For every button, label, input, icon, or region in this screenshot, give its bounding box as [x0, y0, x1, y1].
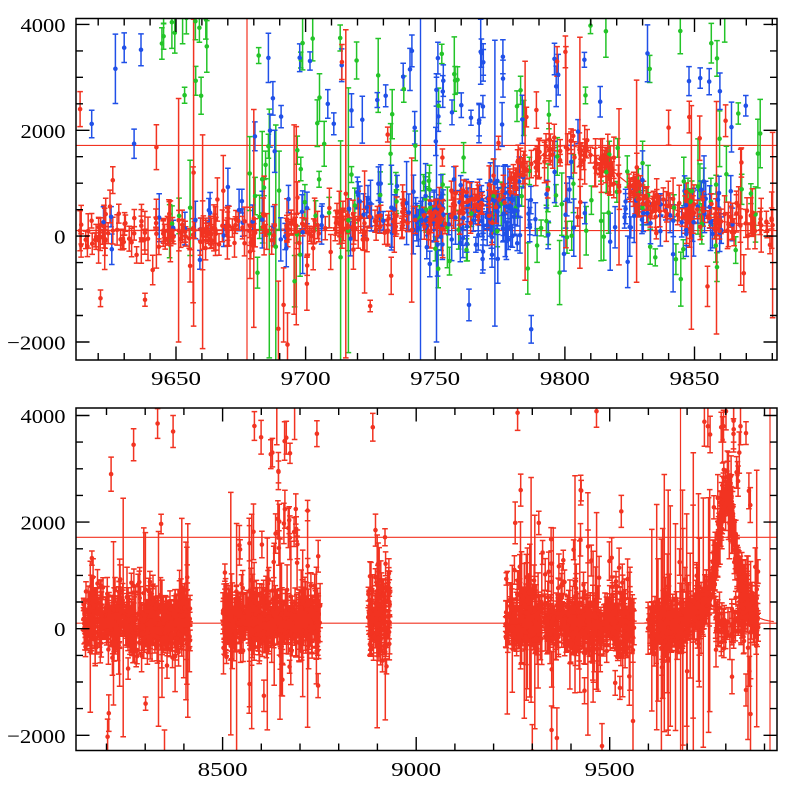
svg-text:−2000: −2000: [7, 333, 66, 355]
svg-text:2000: 2000: [21, 121, 66, 143]
svg-text:9000: 9000: [391, 759, 441, 781]
svg-text:9650: 9650: [151, 368, 201, 390]
svg-text:9850: 9850: [670, 368, 720, 390]
svg-text:4000: 4000: [21, 406, 66, 428]
svg-text:4000: 4000: [21, 15, 66, 37]
svg-text:−2000: −2000: [7, 726, 66, 748]
svg-text:9750: 9750: [410, 368, 460, 390]
svg-text:9800: 9800: [540, 368, 590, 390]
svg-text:8500: 8500: [198, 759, 248, 781]
svg-text:9500: 9500: [585, 759, 635, 781]
svg-text:0: 0: [54, 227, 66, 249]
svg-text:9700: 9700: [281, 368, 331, 390]
svg-text:0: 0: [54, 619, 66, 641]
svg-text:2000: 2000: [21, 513, 66, 535]
